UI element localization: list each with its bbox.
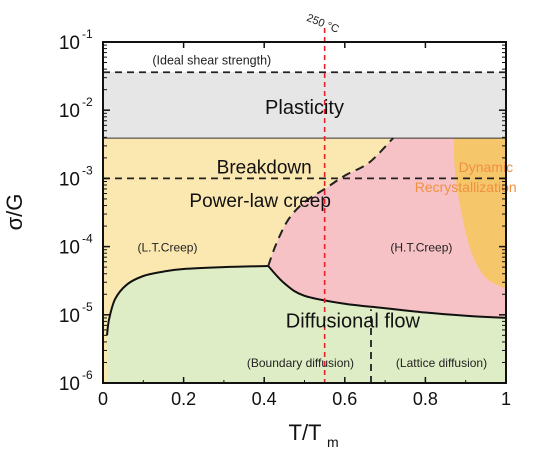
diffusional-flow-region [107, 266, 506, 383]
x-axis-title-subscript: m [327, 434, 339, 450]
y-tick-label-exponent: -1 [82, 27, 93, 41]
y-tick-label-exponent: -6 [82, 368, 93, 382]
y-tick-label-exponent: -3 [82, 163, 93, 177]
lattice-diffusion-label: (Lattice diffusion) [396, 356, 487, 370]
y-axis-title: σ/G [2, 194, 27, 231]
x-axis-title: T/T [289, 420, 322, 445]
x-tick-label: 1 [501, 389, 511, 409]
low-temperature-boundary-curve [106, 265, 269, 336]
y-tick-label: 10 [59, 101, 80, 122]
dynamic-recrystallization-label-line1: Dynamic [459, 159, 513, 175]
y-tick-label-exponent: -2 [82, 95, 93, 109]
ht-creep-diffusional-boundary-curve [267, 265, 507, 319]
axes: 0 0.2 0.4 0.6 0.8 110-110-210-310-410-510 -6T/… [2, 27, 511, 450]
y-tick-label-exponent: -5 [82, 300, 93, 314]
dynamic-recrystallization-label-line2: Recrystallization [415, 179, 517, 195]
y-tick-label: 10 [59, 238, 80, 259]
x-tick-label: 0.2 [171, 389, 196, 409]
ideal-shear-strength-label: (Ideal shear strength) [152, 54, 271, 68]
x-tick-label: 0.6 [332, 389, 357, 409]
diffusional-flow-label: Diffusional flow [286, 310, 421, 332]
y-tick-label: 10 [59, 306, 80, 327]
lt-creep-label: (L.T.Creep) [137, 240, 197, 254]
ht-creep-region [268, 138, 506, 318]
x-tick-label: 0 [98, 389, 108, 409]
power-law-creep-region [103, 138, 394, 383]
plasticity-region [103, 72, 506, 139]
x-tick-label: 0.4 [252, 389, 277, 409]
region-labels: (Ideal shear strength) Plasticity Breakdow… [137, 12, 516, 370]
breakdown-label: Breakdown [217, 157, 312, 178]
region-fills [103, 42, 506, 383]
ht-creep-label: (H.T.Creep) [390, 240, 452, 254]
power-law-creep-label: Power-law creep [189, 191, 331, 212]
y-tick-label-exponent: -4 [82, 232, 93, 246]
plasticity-label: Plasticity [265, 97, 344, 119]
y-tick-label: 10 [59, 169, 80, 190]
y-tick-label: 10 [59, 33, 80, 54]
x-tick-label: 0.8 [413, 389, 438, 409]
boundary-diffusion-label: (Boundary diffusion) [247, 356, 354, 370]
boundary-lines [103, 28, 507, 383]
reference-temperature-label: 250 °C [305, 12, 341, 36]
recrystallization-region [453, 138, 506, 289]
y-tick-label: 10 [59, 374, 80, 395]
